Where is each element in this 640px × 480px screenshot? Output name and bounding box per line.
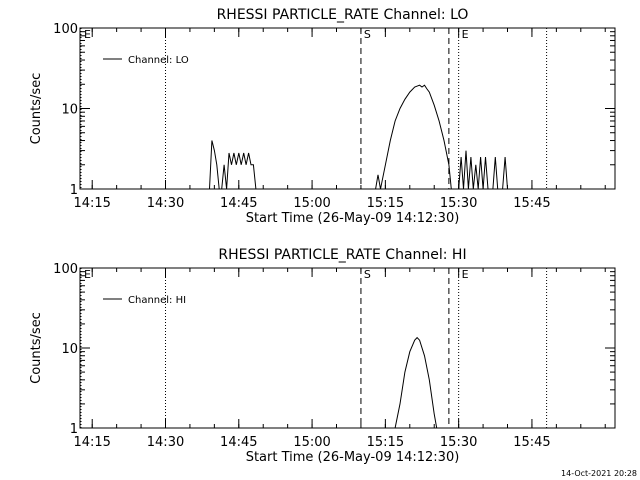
- chart-panel-2: RHESSI PARTICLE_RATE Channel: HI 1 10 100 14…: [29, 247, 616, 465]
- x-tick-label: 14:15: [73, 435, 110, 450]
- y-tick-label: 100: [53, 22, 78, 37]
- x-axis-label: Start Time (26-May-09 14:12:30): [246, 450, 460, 465]
- event-marker-label: E: [462, 28, 469, 41]
- x-tick-label: 15:15: [367, 435, 404, 450]
- y-tick-label: 100: [53, 262, 78, 277]
- y-tick-label: 10: [61, 103, 78, 118]
- chart-panel-1: RHESSI PARTICLE_RATE Channel: LO 1 10 100 14…: [29, 7, 616, 226]
- x-tick-label: 15:30: [440, 435, 477, 450]
- x-tick-label: 14:45: [220, 435, 257, 450]
- x-tick-label: 14:30: [147, 435, 184, 450]
- x-tick-label: 15:00: [293, 196, 330, 211]
- series-line-1: [209, 84, 508, 190]
- event-marker-label: E: [84, 268, 91, 281]
- legend-label: Channel: LO: [128, 55, 189, 66]
- footer-timestamp: 14-Oct-2021 20:28: [561, 469, 637, 478]
- y-tick-label: 1: [70, 422, 78, 437]
- event-marker-label: S: [364, 268, 371, 281]
- x-tick-label: 15:45: [513, 435, 550, 450]
- series-line-1: [394, 336, 438, 429]
- chart-title: RHESSI PARTICLE_RATE Channel: LO: [217, 7, 469, 23]
- event-marker-label: S: [364, 28, 371, 41]
- x-tick-label: 14:15: [73, 196, 110, 211]
- y-axis-label: Counts/sec: [29, 312, 44, 384]
- y-tick-label: 10: [61, 342, 78, 357]
- x-tick-label: 14:30: [147, 196, 184, 211]
- y-axis-label: Counts/sec: [29, 73, 44, 145]
- x-tick-label: 15:00: [293, 435, 330, 450]
- chart-title: RHESSI PARTICLE_RATE Channel: HI: [218, 247, 466, 263]
- x-tick-label: 15:30: [440, 196, 477, 211]
- x-tick-label: 15:45: [513, 196, 550, 211]
- event-marker-label: E: [462, 268, 469, 281]
- x-tick-label: 14:45: [220, 196, 257, 211]
- y-tick-label: 1: [70, 183, 78, 198]
- x-axis-label: Start Time (26-May-09 14:12:30): [246, 211, 460, 226]
- event-marker-label: E: [84, 28, 91, 41]
- legend-label: Channel: HI: [128, 295, 186, 306]
- x-tick-label: 15:15: [367, 196, 404, 211]
